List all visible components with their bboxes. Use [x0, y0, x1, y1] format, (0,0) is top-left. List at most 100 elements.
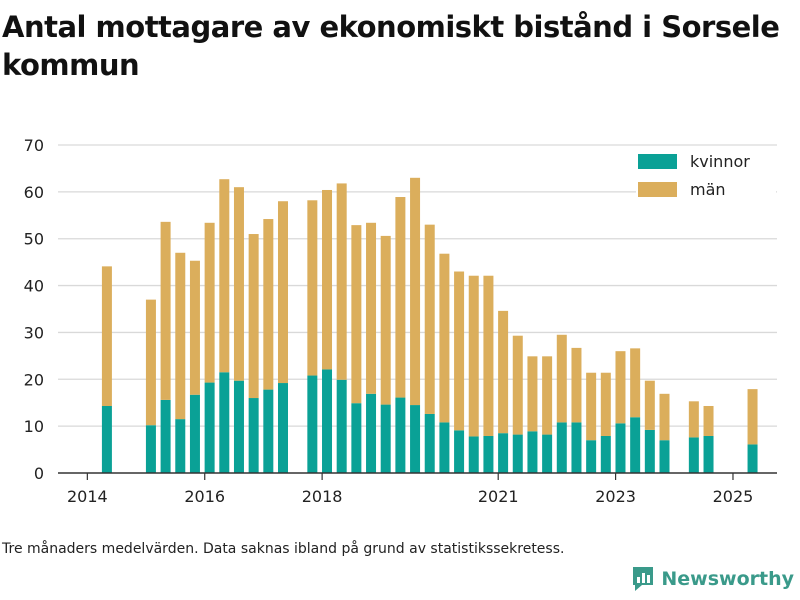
bar-man: [277, 201, 288, 384]
newsworthy-logo-icon: [633, 567, 654, 591]
bar-kvinnor: [483, 435, 494, 473]
x-axis: 2014 2016 2018 2021 2023 2025: [58, 472, 777, 506]
bar-kvinnor: [630, 417, 641, 473]
bar-man: [703, 405, 714, 436]
bar-man: [101, 266, 112, 406]
bar-kvinnor: [454, 430, 465, 473]
bar-man: [336, 183, 347, 380]
legend-swatch-man: [638, 182, 677, 197]
bar-kvinnor: [263, 389, 274, 473]
y-tick-label: 60: [24, 183, 44, 202]
bar-kvinnor: [219, 372, 230, 473]
bar-man: [615, 351, 626, 424]
bar-kvinnor: [527, 431, 538, 473]
bar-kvinnor: [204, 382, 215, 473]
bar-man: [571, 347, 582, 423]
y-tick-label: 0: [34, 464, 44, 483]
bar-kvinnor: [703, 435, 714, 473]
bar-man: [160, 221, 171, 400]
bar-kvinnor: [571, 422, 582, 473]
bar-kvinnor: [439, 422, 450, 473]
bar-man: [204, 222, 215, 383]
bar-kvinnor: [307, 375, 318, 473]
bar-kvinnor: [410, 405, 421, 473]
bar-man: [468, 275, 479, 437]
y-tick-label: 20: [24, 370, 44, 389]
bar-man: [263, 219, 274, 390]
bar-kvinnor: [175, 419, 186, 473]
bar-kvinnor: [248, 398, 259, 473]
bar-kvinnor: [351, 403, 362, 473]
bar-man: [439, 253, 450, 423]
bar-kvinnor: [747, 444, 758, 473]
bar-man: [307, 200, 318, 376]
bar-man: [586, 372, 597, 441]
x-tick-label: 2025: [713, 487, 754, 506]
bar-man: [248, 234, 259, 399]
bar-man: [600, 372, 611, 436]
bar-kvinnor: [644, 429, 655, 473]
x-tick-label: 2023: [595, 487, 636, 506]
x-tick-label: 2021: [478, 487, 519, 506]
bar-kvinnor: [101, 405, 112, 473]
bar-series: [101, 177, 758, 473]
bar-kvinnor: [468, 436, 479, 473]
bar-man: [630, 348, 641, 418]
bar-man: [145, 299, 156, 426]
y-tick-label: 40: [24, 277, 44, 296]
y-tick-label: 70: [24, 136, 44, 155]
bar-man: [219, 179, 230, 373]
bar-man: [233, 187, 244, 381]
legend-label-kvinnor: kvinnor: [690, 152, 750, 171]
bar-kvinnor: [395, 397, 406, 473]
y-tick-label: 50: [24, 230, 44, 249]
bar-kvinnor: [336, 379, 347, 473]
x-tick-label: 2014: [67, 487, 108, 506]
bar-kvinnor: [233, 380, 244, 473]
legend: kvinnor män: [636, 150, 776, 202]
bar-kvinnor: [498, 433, 509, 473]
bar-kvinnor: [512, 434, 523, 473]
bar-kvinnor: [189, 394, 200, 473]
bar-kvinnor: [659, 440, 670, 473]
bar-kvinnor: [160, 399, 171, 473]
bar-man: [175, 252, 186, 420]
bar-kvinnor: [556, 422, 567, 473]
bar-kvinnor: [366, 393, 377, 473]
x-tick-label: 2016: [184, 487, 225, 506]
bar-man: [644, 380, 655, 430]
bar-man: [483, 275, 494, 436]
brand-name: Newsworthy: [661, 568, 794, 590]
bar-man: [366, 222, 377, 394]
bar-man: [542, 356, 553, 435]
bar-kvinnor: [688, 437, 699, 473]
legend-label-man: män: [690, 180, 726, 199]
bar-kvinnor: [145, 425, 156, 473]
bar-kvinnor: [586, 440, 597, 473]
x-tick-label: 2018: [302, 487, 343, 506]
bar-man: [395, 197, 406, 398]
bar-man: [189, 260, 200, 395]
bar-kvinnor: [615, 423, 626, 473]
bar-kvinnor: [322, 369, 333, 473]
legend-swatch-kvinnor: [638, 154, 677, 169]
bar-man: [322, 189, 333, 370]
bar-man: [498, 310, 509, 434]
y-tick-label: 30: [24, 323, 44, 342]
bar-man: [527, 356, 538, 432]
bar-man: [512, 335, 523, 435]
bar-kvinnor: [600, 435, 611, 473]
bar-man: [747, 389, 758, 445]
bar-man: [454, 271, 465, 431]
bar-man: [659, 393, 670, 441]
bar-man: [688, 401, 699, 438]
bar-kvinnor: [277, 383, 288, 473]
footnote: Tre månaders medelvärden. Data saknas ib…: [2, 541, 565, 557]
bar-man: [380, 235, 391, 405]
brand-logo[interactable]: Newsworthy: [631, 564, 794, 594]
y-tick-label: 10: [24, 417, 44, 436]
y-axis-ticks: 0 10 20 30 40 50 60 70: [24, 136, 44, 483]
chart-title: Antal mottagare av ekonomiskt bistånd i …: [2, 10, 780, 82]
bar-man: [351, 225, 362, 404]
